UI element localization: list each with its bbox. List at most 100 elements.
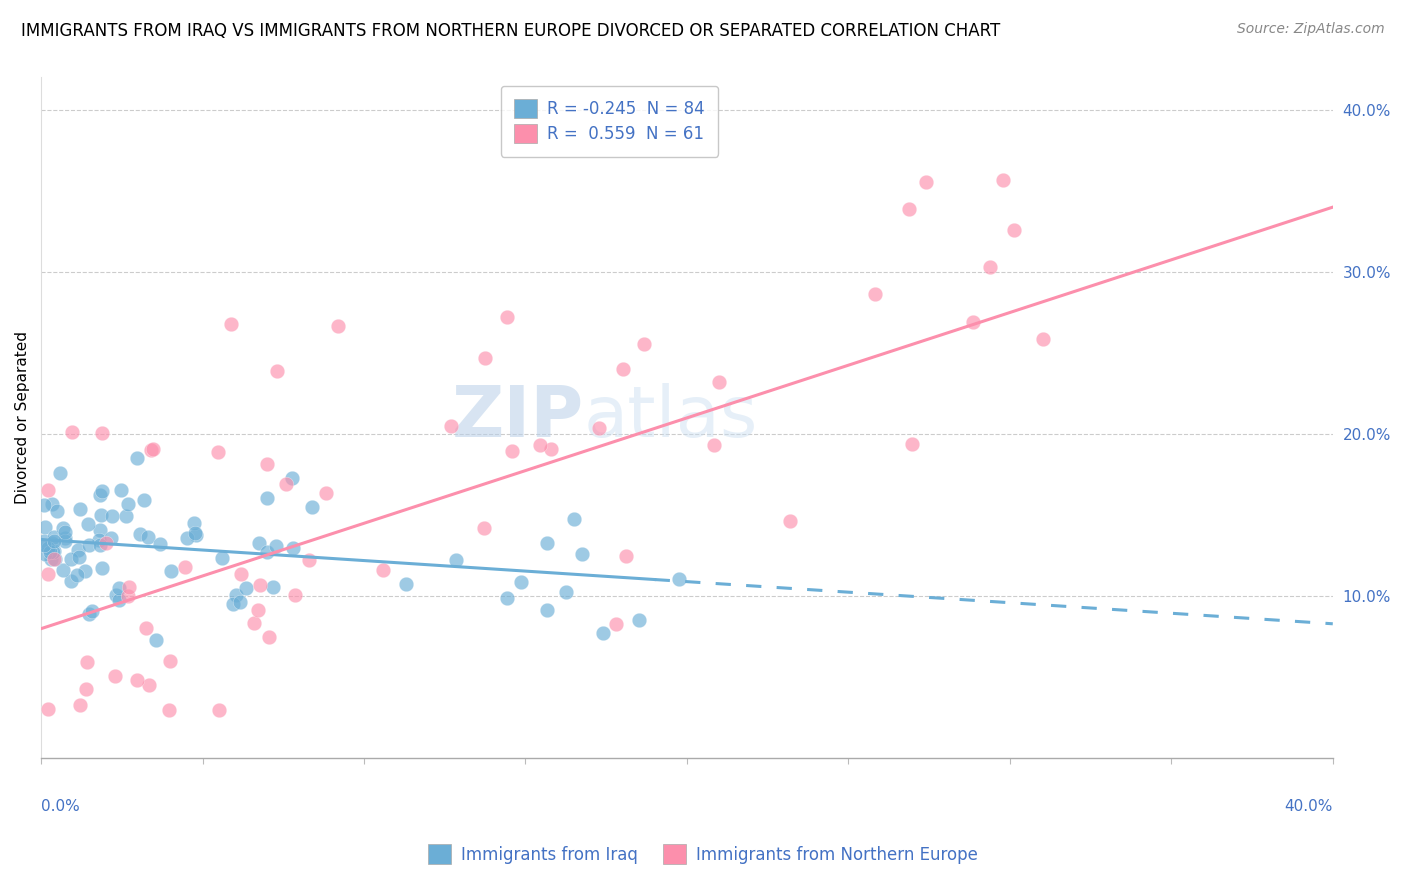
Point [127, 450, 149, 465]
Point [94, 536, 117, 550]
Point [44, 534, 66, 549]
Point [76, 655, 98, 669]
Point [444, 553, 467, 567]
Point [536, 536, 558, 550]
Point [34, 498, 56, 512]
Point [117, 589, 139, 603]
Point [256, 491, 278, 506]
Point [592, 626, 614, 640]
Point [52, 521, 75, 535]
Point [77, 607, 100, 621]
Point [472, 521, 495, 535]
Point [129, 527, 152, 541]
Point [37, 483, 59, 498]
Point [509, 575, 531, 590]
Point [274, 476, 297, 491]
Point [41, 497, 63, 511]
Point [371, 563, 394, 577]
Point [219, 318, 242, 332]
Point [100, 531, 122, 545]
Legend: Immigrants from Iraq, Immigrants from Northern Europe: Immigrants from Iraq, Immigrants from No… [422, 838, 984, 871]
Point [326, 319, 349, 334]
Point [141, 442, 163, 456]
Point [301, 500, 323, 515]
Point [863, 287, 886, 301]
Point [77, 538, 100, 552]
Point [49, 467, 72, 481]
Point [900, 437, 922, 451]
Point [225, 588, 247, 602]
Point [262, 580, 284, 594]
Point [60, 574, 83, 588]
Point [44, 544, 66, 558]
Point [159, 654, 181, 668]
Point [496, 591, 519, 605]
Point [149, 537, 172, 551]
Point [117, 497, 139, 511]
Point [52, 563, 75, 577]
Point [108, 593, 131, 607]
Point [60, 425, 83, 440]
Point [898, 202, 921, 217]
Point [89, 524, 111, 538]
Point [993, 172, 1015, 186]
Point [66, 542, 89, 557]
Point [283, 541, 305, 555]
Point [115, 509, 138, 524]
Legend: R = -0.245  N = 84, R =  0.559  N = 61: R = -0.245 N = 84, R = 0.559 N = 61 [501, 86, 718, 157]
Point [779, 514, 801, 528]
Text: 40.0%: 40.0% [1285, 799, 1333, 814]
Point [588, 421, 610, 435]
Point [914, 175, 936, 189]
Point [45, 504, 67, 518]
Point [222, 597, 245, 611]
Point [440, 419, 463, 434]
Point [562, 512, 585, 526]
Point [90, 508, 112, 523]
Point [605, 616, 627, 631]
Point [91, 483, 114, 498]
Point [90, 561, 112, 575]
Point [614, 549, 637, 563]
Point [627, 613, 650, 627]
Point [540, 442, 562, 457]
Point [284, 588, 307, 602]
Point [257, 630, 280, 644]
Point [501, 444, 523, 458]
Point [229, 595, 252, 609]
Point [34, 547, 56, 561]
Point [104, 588, 127, 602]
Point [962, 315, 984, 329]
Text: ZIP: ZIP [451, 384, 583, 452]
Point [75, 564, 97, 578]
Point [34, 538, 56, 552]
Point [184, 525, 207, 540]
Point [37, 702, 59, 716]
Point [243, 616, 266, 631]
Point [160, 564, 183, 578]
Point [39, 551, 62, 566]
Point [82, 604, 104, 618]
Point [183, 516, 205, 530]
Point [211, 551, 233, 566]
Point [266, 364, 288, 378]
Point [69, 698, 91, 712]
Point [249, 578, 271, 592]
Point [1002, 223, 1025, 237]
Point [75, 682, 97, 697]
Point [145, 633, 167, 648]
Point [104, 669, 127, 683]
Point [395, 576, 418, 591]
Point [246, 602, 269, 616]
Point [186, 528, 208, 542]
Point [76, 517, 98, 532]
Point [41, 535, 63, 549]
Point [668, 572, 690, 586]
Point [53, 524, 76, 539]
Point [108, 582, 131, 596]
Point [110, 483, 132, 497]
Point [256, 458, 278, 472]
Point [127, 673, 149, 688]
Text: atlas: atlas [583, 384, 758, 452]
Point [256, 545, 278, 559]
